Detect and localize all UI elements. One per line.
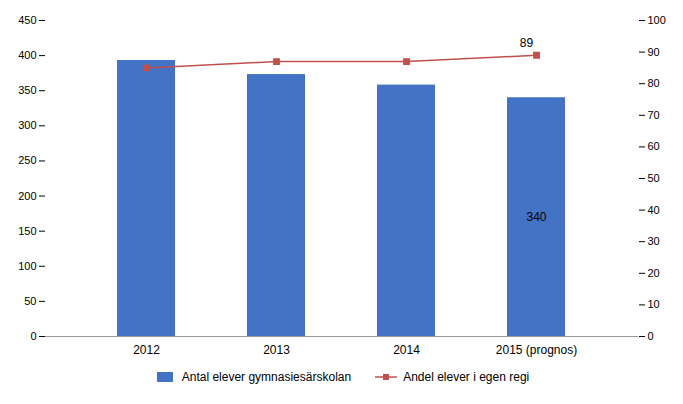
svg-text:50: 50 [24, 295, 36, 307]
html-text:Andel elever i egen regi: Andel elever i egen regi [403, 370, 530, 384]
svg-text:2014: 2014 [393, 343, 420, 357]
svg-text:0: 0 [648, 330, 654, 342]
svg-text:0: 0 [30, 330, 36, 342]
svg-text:20: 20 [648, 267, 660, 279]
svg-text:40: 40 [648, 204, 660, 216]
svg-text:90: 90 [648, 46, 660, 58]
svg-text:400: 400 [18, 49, 36, 61]
svg-text:150: 150 [18, 225, 36, 237]
svg-text:100: 100 [648, 14, 666, 26]
svg-text:300: 300 [18, 119, 36, 131]
svg-text:100: 100 [18, 260, 36, 272]
svg-text:60: 60 [648, 140, 660, 152]
svg-text:80: 80 [648, 77, 660, 89]
svg-text:2015 (prognos): 2015 (prognos) [496, 343, 577, 357]
svg-text:2012: 2012 [133, 343, 160, 357]
svg-text:10: 10 [648, 298, 660, 310]
svg-text:70: 70 [648, 109, 660, 121]
svg-text:250: 250 [18, 154, 36, 166]
svg-text:50: 50 [648, 172, 660, 184]
svg-text:89: 89 [520, 36, 534, 50]
svg-text:200: 200 [18, 190, 36, 202]
svg-text:350: 350 [18, 84, 36, 96]
svg-text:30: 30 [648, 235, 660, 247]
svg-text:450: 450 [18, 14, 36, 26]
html-text:Antal elever gymnasiesärskolan: Antal elever gymnasiesärskolan [181, 370, 352, 384]
svg-text:2013: 2013 [263, 343, 290, 357]
svg-text:340: 340 [526, 210, 546, 224]
